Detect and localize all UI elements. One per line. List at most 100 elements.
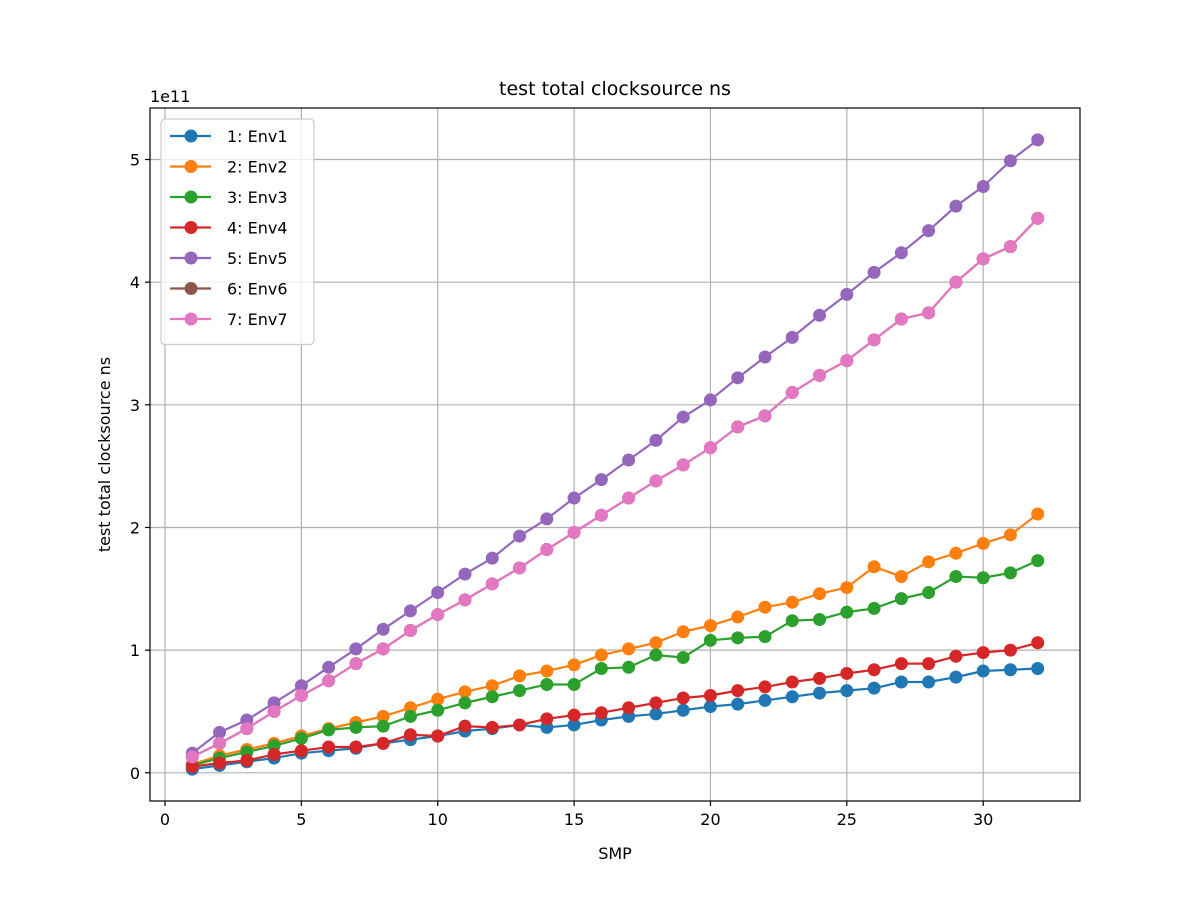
- data-point: [949, 275, 963, 289]
- data-point: [294, 731, 308, 745]
- legend-marker: [184, 129, 198, 143]
- series-group: [185, 133, 1045, 776]
- data-point: [676, 458, 690, 472]
- x-tick-label: 25: [837, 810, 857, 829]
- data-point: [1003, 240, 1017, 254]
- data-point: [485, 577, 499, 591]
- legend-marker: [184, 251, 198, 265]
- data-point: [731, 371, 745, 385]
- data-point: [813, 671, 827, 685]
- data-point: [676, 703, 690, 717]
- data-point: [731, 684, 745, 698]
- data-point: [431, 703, 445, 717]
- data-point: [622, 701, 636, 715]
- data-point: [867, 681, 881, 695]
- x-tick-label: 0: [160, 810, 170, 829]
- data-point: [403, 728, 417, 742]
- data-point: [676, 650, 690, 664]
- series-4-env4: [185, 636, 1045, 774]
- data-point: [322, 660, 336, 674]
- data-point: [949, 649, 963, 663]
- y-tick-label: 4: [130, 273, 140, 292]
- data-point: [294, 679, 308, 693]
- data-point: [922, 585, 936, 599]
- data-point: [813, 368, 827, 382]
- data-point: [322, 674, 336, 688]
- data-point: [840, 354, 854, 368]
- data-point: [376, 736, 390, 750]
- data-point: [894, 592, 908, 606]
- data-point: [676, 410, 690, 424]
- data-point: [513, 561, 527, 575]
- data-point: [867, 265, 881, 279]
- data-point: [540, 664, 554, 678]
- data-point: [1031, 507, 1045, 521]
- y-tick-label: 5: [130, 151, 140, 170]
- data-point: [1031, 636, 1045, 650]
- data-point: [431, 608, 445, 622]
- data-point: [731, 420, 745, 434]
- data-point: [1003, 528, 1017, 542]
- data-point: [1031, 133, 1045, 147]
- data-point: [458, 719, 472, 733]
- data-point: [649, 707, 663, 721]
- data-point: [458, 593, 472, 607]
- data-point: [758, 693, 772, 707]
- data-point: [894, 246, 908, 260]
- data-point: [976, 252, 990, 266]
- data-point: [840, 287, 854, 301]
- data-point: [976, 664, 990, 678]
- data-point: [867, 333, 881, 347]
- data-point: [185, 750, 199, 764]
- y-axis-label: test total clocksource ns: [95, 357, 114, 552]
- data-point: [540, 512, 554, 526]
- data-point: [349, 642, 363, 656]
- data-point: [649, 648, 663, 662]
- data-point: [840, 684, 854, 698]
- data-point: [703, 633, 717, 647]
- y-tick-label: 2: [130, 518, 140, 537]
- data-point: [485, 551, 499, 565]
- data-point: [949, 670, 963, 684]
- data-point: [567, 658, 581, 672]
- data-point: [703, 441, 717, 455]
- data-point: [922, 657, 936, 671]
- data-point: [785, 614, 799, 628]
- data-point: [1031, 662, 1045, 676]
- data-point: [567, 525, 581, 539]
- y-tick-label: 0: [130, 764, 140, 783]
- data-point: [622, 660, 636, 674]
- data-point: [1003, 566, 1017, 580]
- data-point: [513, 529, 527, 543]
- data-point: [976, 179, 990, 193]
- legend: 1: Env1 2: Env2 3: Env3 4: Env4 5: Env5 6: En…: [160, 118, 315, 346]
- data-point: [731, 610, 745, 624]
- data-point: [567, 708, 581, 722]
- legend-marker: [184, 221, 198, 234]
- legend-marker: [184, 282, 198, 295]
- data-point: [758, 409, 772, 423]
- data-point: [813, 612, 827, 626]
- x-tick-label: 15: [564, 810, 584, 829]
- data-point: [922, 675, 936, 689]
- data-point: [485, 690, 499, 704]
- data-point: [403, 604, 417, 618]
- data-point: [649, 636, 663, 650]
- data-point: [922, 306, 936, 320]
- data-point: [240, 754, 254, 768]
- data-point: [403, 624, 417, 638]
- legend-label: 2: Env2: [227, 158, 288, 177]
- data-point: [813, 587, 827, 601]
- data-point: [513, 718, 527, 732]
- data-point: [403, 709, 417, 723]
- data-point: [894, 570, 908, 584]
- legend-label: 6: Env6: [227, 280, 288, 299]
- data-point: [949, 570, 963, 584]
- data-point: [485, 720, 499, 734]
- x-axis-label: SMP: [598, 844, 632, 863]
- data-point: [540, 712, 554, 726]
- data-point: [594, 508, 608, 522]
- data-point: [731, 631, 745, 645]
- data-point: [703, 689, 717, 703]
